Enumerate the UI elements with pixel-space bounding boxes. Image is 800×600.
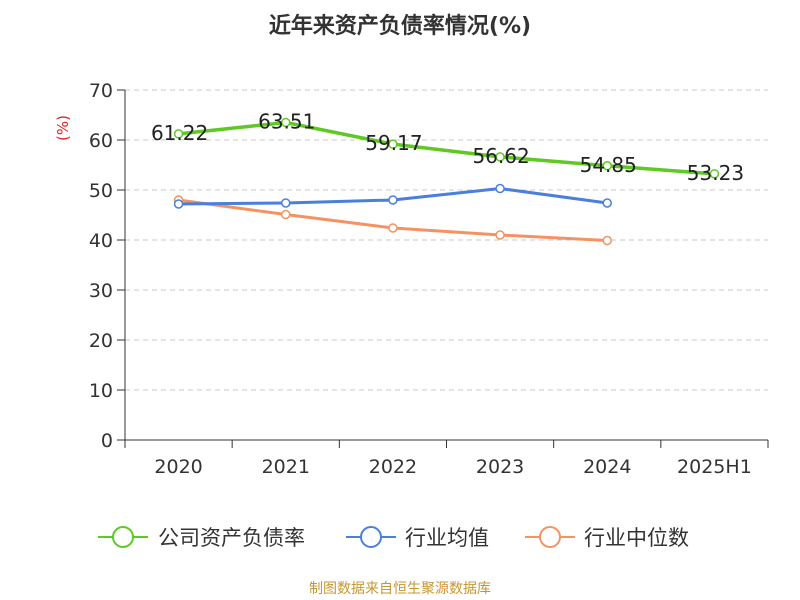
data-point <box>173 129 184 139</box>
series-group: 61.22 63.51 59.17 56.62 54.85 53.23 <box>151 109 744 246</box>
data-point <box>388 195 398 205</box>
data-label: 56.62 <box>472 144 529 168</box>
series-line <box>177 198 609 242</box>
data-label: 54.85 <box>580 153 637 177</box>
y-tick-label: 40 <box>89 230 113 252</box>
series-0: 61.22 63.51 59.17 56.62 54.85 53.23 <box>151 109 744 184</box>
x-tick-label: 2025H1 <box>677 456 752 478</box>
data-point <box>281 209 291 220</box>
legend-label: 公司资产负债率 <box>158 526 305 550</box>
y-tick-label: 60 <box>89 130 113 152</box>
legend-marker <box>112 526 134 548</box>
x-tick-label: 2020 <box>154 456 202 478</box>
x-tick-label: 2022 <box>369 456 417 478</box>
legend-marker <box>360 526 382 548</box>
y-tick-label: 10 <box>89 380 113 402</box>
legend-label: 行业中位数 <box>584 526 689 550</box>
legend-marker <box>539 526 561 548</box>
data-point <box>602 235 612 246</box>
series-line <box>176 120 717 176</box>
data-point <box>388 223 398 233</box>
data-point <box>388 139 398 149</box>
data-point <box>495 230 505 240</box>
data-point <box>602 161 612 171</box>
source-footer: 制图数据来自恒生聚源数据库 <box>309 581 491 597</box>
y-tick-label: 20 <box>89 330 113 352</box>
y-tick-label: 70 <box>89 80 113 102</box>
series-1 <box>173 183 612 209</box>
legend-item-1: 行业均值 <box>346 526 489 550</box>
data-label: 53.23 <box>687 161 744 185</box>
legend-item-0: 公司资产负债率 <box>98 526 305 550</box>
x-tick-label: 2023 <box>476 456 524 478</box>
data-point <box>495 183 505 194</box>
data-label: 61.22 <box>151 121 208 145</box>
legend: 公司资产负债率 行业均值 行业中位数 <box>98 526 689 550</box>
data-point <box>281 198 291 208</box>
data-label: 59.17 <box>365 131 422 155</box>
data-label: 63.51 <box>258 109 315 133</box>
y-tick-label: 30 <box>89 280 113 302</box>
x-tick-label: 2024 <box>583 456 631 478</box>
legend-item-2: 行业中位数 <box>525 526 689 550</box>
data-point <box>602 198 612 208</box>
data-point <box>495 152 505 162</box>
y-axis-label: (%) <box>54 115 72 141</box>
legend-label: 行业均值 <box>405 526 489 550</box>
data-point <box>173 199 184 209</box>
y-tick-label: 0 <box>101 430 113 452</box>
y-axis-label-group: (%) <box>54 115 72 141</box>
grid-lines <box>125 89 768 391</box>
data-point <box>709 169 720 179</box>
y-tick-label: 50 <box>89 180 113 202</box>
chart-title: 近年来资产负债率情况(%) <box>268 14 532 39</box>
axes: 0 10 20 30 40 50 60 70 2020 2021 2022 2023 2024 2025H… <box>89 80 769 478</box>
x-tick-label: 2021 <box>262 456 310 478</box>
data-point <box>281 117 291 128</box>
